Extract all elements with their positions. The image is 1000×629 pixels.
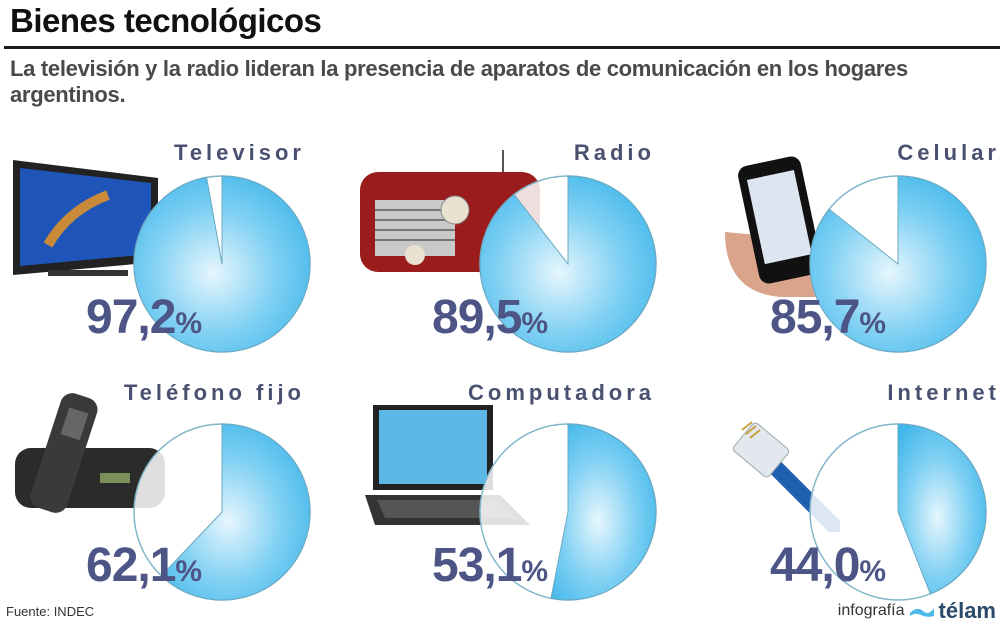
chart-panel-televisor: Televisor 97,2% — [0, 140, 330, 370]
chart-panel-telefono-fijo: Teléfono fijo 62,1% — [0, 380, 330, 610]
credit-prefix: infografía — [837, 602, 905, 619]
landline-phone-icon — [5, 388, 165, 533]
category-label: Computadora — [468, 380, 655, 405]
pie-chart — [479, 423, 657, 601]
percentage-value: 53,1% — [432, 539, 549, 592]
percentage-value: 89,5% — [432, 291, 549, 344]
pie-chart — [133, 175, 311, 353]
category-label: Radio — [573, 140, 655, 165]
category-label: Internet — [887, 380, 1000, 405]
pie-chart — [479, 175, 657, 353]
cellphone-icon — [720, 152, 840, 307]
pie-chart — [133, 423, 311, 601]
category-label: Celular — [897, 140, 1000, 165]
brand-name: télam — [938, 598, 996, 623]
tv-icon — [8, 150, 158, 285]
chart-panel-radio: Radio 89,5% — [340, 140, 670, 370]
chart-panel-celular: Celular 85,7% — [670, 140, 1000, 370]
percentage-value: 85,7% — [770, 291, 887, 344]
percentage-value: 44,0% — [770, 539, 887, 592]
pie-chart — [809, 423, 987, 601]
chart-panel-internet: Internet 44,0% — [670, 380, 1000, 610]
title-divider — [4, 46, 1000, 49]
page-title: Bienes tecnológicos — [10, 2, 322, 39]
category-label: Televisor — [174, 140, 305, 165]
category-label: Teléfono fijo — [123, 380, 305, 405]
percentage-value: 97,2% — [86, 291, 203, 344]
chart-panel-computadora: Computadora 53,1% — [340, 380, 670, 610]
source-note: Fuente: INDEC — [6, 604, 95, 619]
telam-logo-icon — [909, 608, 934, 617]
subtitle: La televisión y la radio lideran la pres… — [10, 56, 908, 107]
brand-credit: infografía télam — [838, 598, 996, 624]
percentage-value: 62,1% — [86, 539, 203, 592]
pie-chart — [809, 175, 987, 353]
